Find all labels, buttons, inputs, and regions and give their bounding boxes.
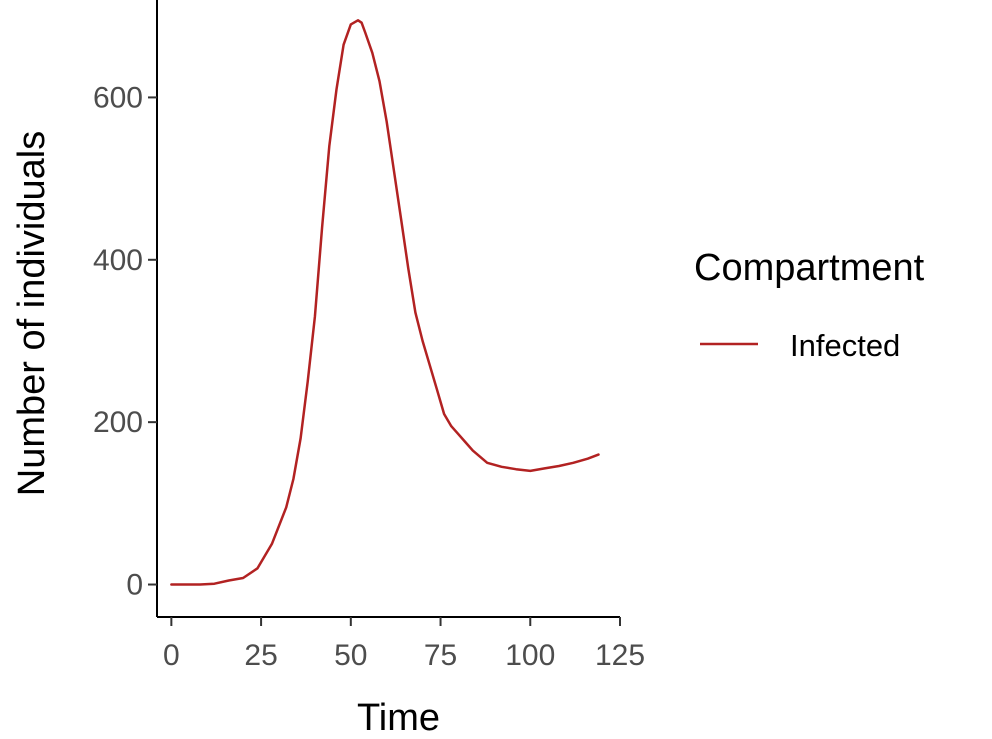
axes <box>156 0 620 618</box>
series-line-infected <box>170 19 600 586</box>
x-tick-label-75: 75 <box>424 639 457 672</box>
x-ticks: 0 25 50 75 100 125 <box>163 617 645 672</box>
y-tick-label-0: 0 <box>126 569 143 602</box>
legend-label-infected: Infected <box>790 328 900 363</box>
x-tick-label-25: 25 <box>244 639 277 672</box>
plot-area <box>170 19 600 586</box>
legend: Compartment Infected <box>694 247 925 363</box>
x-tick-label-100: 100 <box>505 639 555 672</box>
y-axis-title: Number of individuals <box>11 131 53 496</box>
x-tick-label-125: 125 <box>595 639 645 672</box>
y-ticks: 0 200 400 600 <box>93 81 157 602</box>
y-tick-label-200: 200 <box>93 406 143 439</box>
legend-title: Compartment <box>694 247 925 289</box>
x-tick-label-0: 0 <box>163 639 180 672</box>
y-tick-label-400: 400 <box>93 244 143 277</box>
x-tick-label-50: 50 <box>334 639 367 672</box>
x-axis-title: Time <box>357 697 440 739</box>
y-tick-label-600: 600 <box>93 81 143 114</box>
